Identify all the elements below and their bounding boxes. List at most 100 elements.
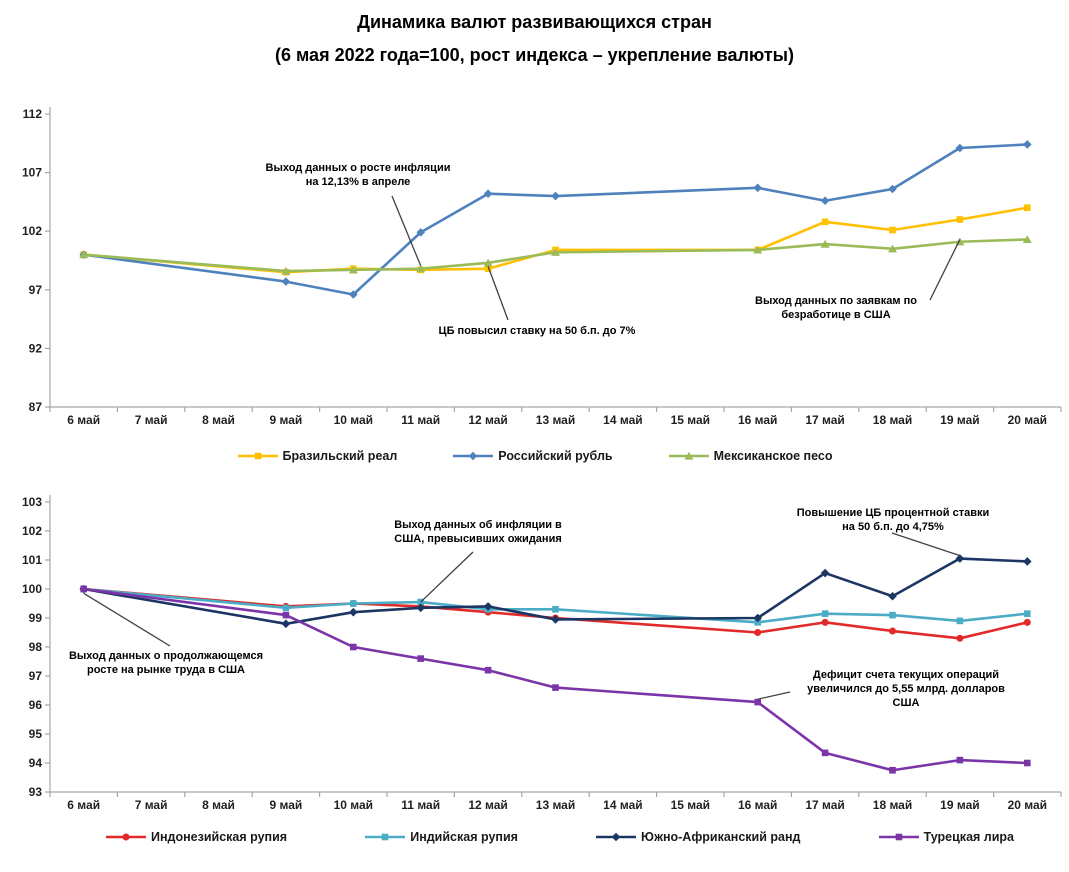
legend-item-russian-ruble: Российский рубль — [452, 449, 613, 463]
indian-rupee-point — [552, 606, 559, 613]
y-tick-label: 96 — [29, 698, 43, 712]
legend-marker-indonesian-rupiah-icon — [106, 833, 146, 841]
x-tick-label: 18 май — [873, 413, 912, 427]
mexican-peso-point — [483, 258, 493, 267]
indonesian-rupiah-point — [956, 634, 964, 642]
mexican-peso-point — [820, 239, 830, 248]
indian-rupee-point — [350, 600, 357, 607]
annotation-line-us-inflation-above-expectations — [420, 551, 474, 603]
indonesian-rupiah-point — [889, 627, 896, 635]
legend-marker-south-african-rand-icon — [596, 832, 637, 842]
mexican-peso-point — [348, 265, 358, 274]
indian-rupee-point — [1024, 610, 1031, 617]
annotation-line-current-account-deficit — [757, 691, 791, 700]
annotation-text-us-labor-market-growth: Выход данных о продолжающемся — [69, 650, 263, 662]
turkish-lira-point — [80, 585, 87, 593]
turkish-lira-point — [350, 643, 357, 651]
indian-rupee-point — [282, 604, 290, 612]
turkish-lira-point — [417, 655, 424, 662]
legend-marker-russian-ruble-icon — [453, 451, 494, 461]
figure-title-line-2: (6 мая 2022 года=100, рост индекса – укр… — [274, 45, 795, 65]
legend-item-mexican-peso: Мексиканское песо — [668, 449, 832, 463]
top-chart-legend: Бразильский реал Российский рубль Мексикан… — [0, 440, 1069, 472]
y-tick-label: 102 — [22, 524, 42, 538]
south-african-rand-point — [1023, 557, 1032, 566]
russian-ruble-point — [753, 183, 762, 193]
x-tick-label: 7 май — [135, 798, 168, 812]
brazilian-real-point — [484, 265, 492, 273]
x-tick-label: 16 май — [738, 413, 777, 427]
legend-item-turkish-lira: Турецкая лира — [878, 830, 1014, 844]
legend-indonesian-rupiah-marker — [122, 833, 130, 841]
legend-label-indonesian-rupiah: Индонезийская рупия — [151, 830, 288, 844]
x-tick-label: 12 май — [468, 798, 507, 812]
south-african-rand-point — [753, 613, 762, 623]
annotation-text-us-jobless-claims: безработице в США — [781, 309, 890, 321]
annotation-text-us-inflation-above-expectations: США, превысивших ожидания — [394, 533, 562, 545]
legend-item-south-african-rand: Южно-Африканский ранд — [595, 830, 800, 844]
annotation-cb-rate-hike-475pct: Повышение ЦБ процентной ставки на 50 б.п.… — [797, 507, 989, 557]
brazilian-real-point — [956, 216, 964, 223]
y-tick-label: 97 — [29, 669, 43, 683]
annotation-inflation-release: Выход данных о росте инфляции на 12,13% в… — [266, 162, 450, 267]
brazilian-real-point — [821, 218, 829, 226]
y-tick-label: 107 — [22, 166, 42, 180]
series-russian-ruble — [79, 140, 1032, 299]
x-tick-label: 15 май — [671, 413, 710, 427]
mexican-peso-point — [888, 244, 897, 253]
annotation-us-labor-market-growth: Выход данных о продолжающемся росте на ры… — [69, 592, 263, 676]
x-tick-label: 9 май — [270, 413, 303, 427]
south-african-rand-point — [955, 554, 965, 563]
top-currency-chart: 87 92 97 102 107 112 6 май 7 май 8 май 9 май 10 ма… — [22, 107, 1062, 427]
x-tick-label: 11 май — [401, 798, 440, 812]
indonesian-rupiah-point — [1023, 618, 1031, 626]
mexican-peso-point — [281, 266, 291, 275]
x-tick-label: 17 май — [805, 798, 844, 812]
annotation-text-current-account-deficit: США — [893, 697, 920, 709]
turkish-lira-point — [754, 698, 761, 706]
y-tick-label: 99 — [29, 611, 43, 625]
legend-label-indian-rupee: Индийская рупия — [410, 830, 518, 844]
series-line-russian-ruble — [82, 143, 1029, 296]
legend-marker-mexican-peso-icon — [668, 451, 709, 460]
y-tick-label: 94 — [29, 756, 43, 770]
legend-marker-brazilian-real-icon — [237, 452, 278, 460]
turkish-lira-point — [484, 666, 492, 674]
legend-item-indian-rupee: Индийская рупия — [364, 830, 518, 844]
x-tick-label: 13 май — [536, 798, 575, 812]
legend-indian-rupee-marker — [381, 833, 389, 841]
indian-rupee-point — [754, 619, 761, 626]
russian-ruble-point — [281, 277, 291, 286]
annotation-text-us-jobless-claims: Выход данных по заявкам по — [755, 295, 917, 307]
y-tick-label: 101 — [22, 553, 42, 567]
bottom-chart-legend: Индонезийская рупия Индийская рупия Южно-А… — [0, 817, 1069, 857]
axes: 93 94 95 96 97 98 99 100 101 102 103 6 май 7 май 8 ма… — [22, 495, 1062, 812]
annotation-line-us-labor-market-growth — [83, 592, 171, 647]
x-tick-label: 6 май — [67, 798, 100, 812]
legend-turkish-lira-marker — [895, 833, 902, 841]
y-tick-label: 92 — [29, 341, 43, 355]
russian-ruble-point — [551, 191, 560, 201]
x-tick-label: 16 май — [738, 798, 777, 812]
legend-marker-turkish-lira-icon — [878, 833, 919, 841]
annotation-us-jobless-claims: Выход данных по заявкам по безработице в … — [755, 239, 961, 321]
y-tick-label: 112 — [23, 107, 43, 121]
russian-ruble-point — [1023, 140, 1032, 149]
annotation-cb-rate-hike-7pct: ЦБ повысил ставку на 50 б.п. до 7% — [439, 266, 636, 337]
x-tick-label: 14 май — [603, 413, 642, 427]
legend-label-russian-ruble: Российский рубль — [498, 449, 613, 463]
y-tick-label: 95 — [29, 727, 43, 741]
annotation-text-current-account-deficit: Дефицит счета текущих операций — [813, 669, 999, 681]
x-tick-label: 9 май — [270, 798, 303, 812]
y-tick-label: 93 — [29, 785, 43, 799]
annotation-text-cb-rate-hike-475pct: на 50 б.п. до 4,75% — [842, 521, 944, 533]
annotation-line-us-jobless-claims — [929, 239, 961, 301]
russian-ruble-point — [416, 228, 425, 237]
mexican-peso-point — [753, 245, 763, 254]
annotation-line-cb-rate-hike-7pct — [487, 266, 509, 321]
series-mexican-peso — [79, 235, 1032, 275]
turkish-lira-point — [552, 684, 559, 691]
y-tick-label: 87 — [29, 400, 43, 414]
y-tick-label: 97 — [29, 283, 43, 297]
